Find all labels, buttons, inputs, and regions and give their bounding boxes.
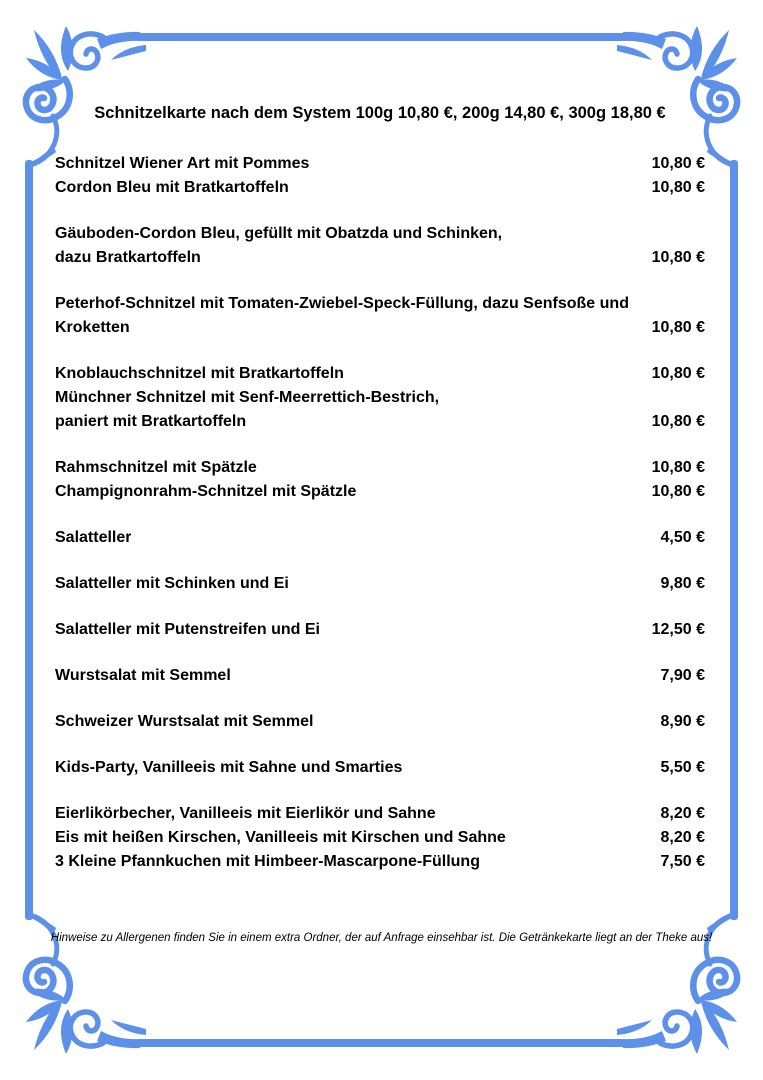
menu-group: Eierlikörbecher, Vanilleeis mit Eierlikö… xyxy=(55,802,705,874)
menu-group: Knoblauchschnitzel mit Bratkartoffeln 10,… xyxy=(55,362,705,434)
menu-group: Rahmschnitzel mit Spätzle 10,80 € Champign… xyxy=(55,456,705,504)
item-name: Kroketten xyxy=(55,319,130,336)
menu-group: Kids-Party, Vanilleeis mit Sahne und Sma… xyxy=(55,756,705,780)
item-price: 5,50 € xyxy=(660,759,705,776)
item-name: Peterhof-Schnitzel mit Tomaten-Zwiebel-S… xyxy=(55,295,629,312)
item-name: dazu Bratkartoffeln xyxy=(55,249,201,266)
menu-title: Schnitzelkarte nach dem System 100g 10,8… xyxy=(94,104,666,122)
item-name: Wurstsalat mit Semmel xyxy=(55,667,231,684)
border-line-top xyxy=(138,33,625,41)
menu-group: Schweizer Wurstsalat mit Semmel 8,90 € xyxy=(55,710,705,734)
menu-list: Schnitzel Wiener Art mit Pommes 10,80 € Co… xyxy=(55,152,705,874)
item-price: 8,20 € xyxy=(660,829,705,846)
item-price: 10,80 € xyxy=(651,483,705,500)
menu-group: Peterhof-Schnitzel mit Tomaten-Zwiebel-S… xyxy=(55,292,705,340)
item-name: Cordon Bleu mit Bratkartoffeln xyxy=(55,179,289,196)
item-name: Salatteller mit Putenstreifen und Ei xyxy=(55,621,320,638)
menu-item-row: Schnitzel Wiener Art mit Pommes 10,80 € xyxy=(55,152,705,176)
item-name: Schweizer Wurstsalat mit Semmel xyxy=(55,713,314,730)
item-name: Eierlikörbecher, Vanilleeis mit Eierlikö… xyxy=(55,805,436,822)
menu-item-row: Salatteller mit Putenstreifen und Ei 12,5… xyxy=(55,618,705,642)
item-price: 10,80 € xyxy=(651,179,705,196)
item-name: Salatteller mit Schinken und Ei xyxy=(55,575,289,592)
menu-item-row: 3 Kleine Pfannkuchen mit Himbeer-Mascarp… xyxy=(55,850,705,874)
menu-item-row: paniert mit Bratkartoffeln 10,80 € xyxy=(55,410,705,434)
item-price: 10,80 € xyxy=(651,155,705,172)
menu-group: Gäuboden-Cordon Bleu, gefüllt mit Obatzd… xyxy=(55,222,705,270)
border-line-bottom xyxy=(138,1039,625,1047)
menu-item-row: Münchner Schnitzel mit Senf-Meerrettich-… xyxy=(55,386,705,410)
item-price: 8,90 € xyxy=(660,713,705,730)
border-line-left xyxy=(25,160,33,920)
item-name: Salatteller xyxy=(55,529,132,546)
menu-item-row: Cordon Bleu mit Bratkartoffeln 10,80 € xyxy=(55,176,705,200)
menu-item-row: Peterhof-Schnitzel mit Tomaten-Zwiebel-S… xyxy=(55,292,705,316)
item-name: 3 Kleine Pfannkuchen mit Himbeer-Mascarp… xyxy=(55,853,480,870)
item-name: Eis mit heißen Kirschen, Vanilleeis mit … xyxy=(55,829,506,846)
item-name: Champignonrahm-Schnitzel mit Spätzle xyxy=(55,483,357,500)
menu-item-row: Schweizer Wurstsalat mit Semmel 8,90 € xyxy=(55,710,705,734)
item-price: 10,80 € xyxy=(651,319,705,336)
menu-item-row: Champignonrahm-Schnitzel mit Spätzle 10,8… xyxy=(55,480,705,504)
allergen-footer-note: Hinweise zu Allergenen finden Sie in ein… xyxy=(50,932,713,944)
item-price: 7,90 € xyxy=(660,667,705,684)
item-name: paniert mit Bratkartoffeln xyxy=(55,413,247,430)
border-frame-lines xyxy=(25,33,738,1047)
item-price: 10,80 € xyxy=(651,249,705,266)
menu-group: Salatteller 4,50 € xyxy=(55,526,705,550)
border-line-right xyxy=(730,160,738,920)
item-name: Rahmschnitzel mit Spätzle xyxy=(55,459,257,476)
item-price: 8,20 € xyxy=(660,805,705,822)
menu-item-row: Salatteller mit Schinken und Ei 9,80 € xyxy=(55,572,705,596)
item-price: 7,50 € xyxy=(660,853,705,870)
item-name: Kids-Party, Vanilleeis mit Sahne und Sma… xyxy=(55,759,403,776)
menu-item-row: Wurstsalat mit Semmel 7,90 € xyxy=(55,664,705,688)
item-name: Münchner Schnitzel mit Senf-Meerrettich-… xyxy=(55,389,440,406)
menu-item-row: dazu Bratkartoffeln 10,80 € xyxy=(55,246,705,270)
item-name: Knoblauchschnitzel mit Bratkartoffeln xyxy=(55,365,344,382)
menu-item-row: Eierlikörbecher, Vanilleeis mit Eierlikö… xyxy=(55,802,705,826)
item-price: 10,80 € xyxy=(651,459,705,476)
menu-item-row: Eis mit heißen Kirschen, Vanilleeis mit … xyxy=(55,826,705,850)
menu-item-row: Kroketten 10,80 € xyxy=(55,316,705,340)
item-price: 10,80 € xyxy=(651,413,705,430)
item-price: 9,80 € xyxy=(660,575,705,592)
item-price: 4,50 € xyxy=(660,529,705,546)
menu-item-row: Rahmschnitzel mit Spätzle 10,80 € xyxy=(55,456,705,480)
menu-group: Salatteller mit Putenstreifen und Ei 12,5… xyxy=(55,618,705,642)
menu-item-row: Gäuboden-Cordon Bleu, gefüllt mit Obatzd… xyxy=(55,222,705,246)
menu-group: Salatteller mit Schinken und Ei 9,80 € xyxy=(55,572,705,596)
item-price: 12,50 € xyxy=(651,621,705,638)
item-price: 10,80 € xyxy=(651,365,705,382)
menu-content: Schnitzelkarte nach dem System 100g 10,8… xyxy=(55,104,705,896)
menu-group: Wurstsalat mit Semmel 7,90 € xyxy=(55,664,705,688)
item-name: Gäuboden-Cordon Bleu, gefüllt mit Obatzd… xyxy=(55,225,503,242)
menu-item-row: Kids-Party, Vanilleeis mit Sahne und Sma… xyxy=(55,756,705,780)
menu-item-row: Knoblauchschnitzel mit Bratkartoffeln 10,… xyxy=(55,362,705,386)
menu-group: Schnitzel Wiener Art mit Pommes 10,80 € Co… xyxy=(55,152,705,200)
item-name: Schnitzel Wiener Art mit Pommes xyxy=(55,155,310,172)
menu-item-row: Salatteller 4,50 € xyxy=(55,526,705,550)
